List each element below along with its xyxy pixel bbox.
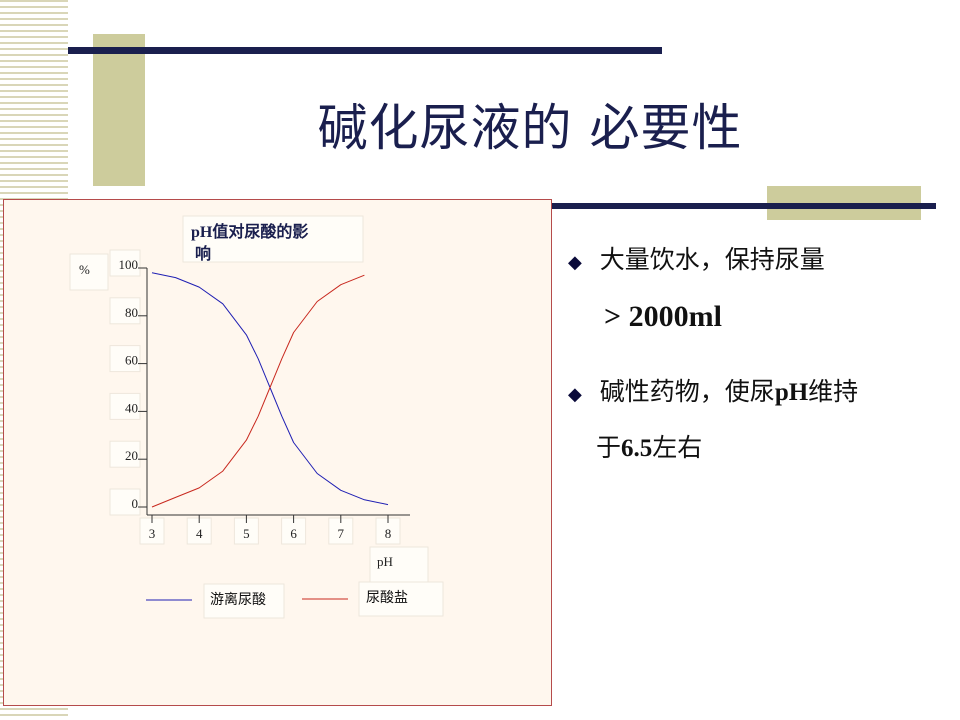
legend-box-urate xyxy=(358,581,444,617)
x-axis-label: pH xyxy=(377,554,393,569)
slide-title: 碱化尿液的 必要性 xyxy=(317,99,743,157)
bullet-2-line2-c: 左右 xyxy=(652,433,703,462)
x-tick-label: 4 xyxy=(196,526,203,541)
chart-panel: pH值对尿酸的影 响 % 0 20 40 60 80 100 3 4 5 6 7 8 pH 游离尿酸… xyxy=(3,199,552,706)
y-tick-label: 20 xyxy=(125,448,138,463)
diamond-bullet-icon: ◆ xyxy=(568,252,582,273)
y-tick-box xyxy=(109,440,141,468)
series-layer xyxy=(151,272,389,508)
chart-title-box xyxy=(182,215,364,263)
x-tick-label: 6 xyxy=(290,526,297,541)
legend: 游离尿酸 尿酸盐 xyxy=(146,581,444,619)
olive-block-top xyxy=(93,34,145,186)
y-axis-label: % xyxy=(79,262,90,277)
y-tick-box xyxy=(109,297,141,325)
bullet-1-line-1: ◆ 大量饮水，保持尿量 xyxy=(568,240,825,276)
diamond-bullet-icon: ◆ xyxy=(568,384,582,405)
y-tick-box xyxy=(109,392,141,420)
bullet-2-line-1: ◆ 碱性药物，使尿pH维持 xyxy=(568,372,858,408)
y-tick-label: 40 xyxy=(125,400,138,415)
x-tick-label: 3 xyxy=(149,526,156,541)
y-tick-label: 100 xyxy=(119,257,139,272)
ph-uric-acid-chart: pH值对尿酸的影 响 % 0 20 40 60 80 100 3 4 5 6 7 8 pH 游离尿酸… xyxy=(69,215,444,619)
y-tick-label: 0 xyxy=(132,496,139,511)
bullet-2-line-2: 于6.5左右 xyxy=(596,428,702,464)
x-label-box xyxy=(369,546,429,584)
x-tick-box xyxy=(281,517,307,545)
y-tick-label: 80 xyxy=(125,305,138,320)
bullet-2-text-ph: pH xyxy=(774,379,809,406)
navy-rule-top xyxy=(68,47,662,54)
x-tick-label: 7 xyxy=(338,526,345,541)
legend-label-urate: 尿酸盐 xyxy=(366,590,408,606)
navy-rule-right xyxy=(552,203,936,209)
legend-box-free-uric-acid xyxy=(203,583,285,619)
y-tick-box xyxy=(109,345,141,373)
legend-label-free-uric-acid: 游离尿酸 xyxy=(210,591,266,608)
bullet-2-line2-value: 6.5 xyxy=(621,435,653,462)
chart-title-line2: 响 xyxy=(195,244,211,263)
x-tick-label: 5 xyxy=(243,526,250,541)
bullet-2-line2-a: 于 xyxy=(596,433,622,462)
bullet-2-text-c: 维持 xyxy=(808,377,859,406)
y-unit-box xyxy=(69,253,109,291)
x-ticks: 3 4 5 6 7 8 xyxy=(139,515,401,545)
y-ticks: 0 20 40 60 80 100 xyxy=(109,249,147,516)
bullet-1-text: 大量饮水，保持尿量 xyxy=(599,245,825,274)
y-tick-label: 60 xyxy=(125,353,138,368)
y-tick-box xyxy=(109,249,141,277)
x-tick-box xyxy=(186,517,212,545)
series-line-1 xyxy=(151,274,365,508)
bullet-2-text-a: 碱性药物，使尿 xyxy=(599,377,775,406)
chart-title-line1: pH值对尿酸的影 xyxy=(191,222,308,241)
bullet-1-line-2: > 2000ml xyxy=(604,300,722,333)
y-tick-box xyxy=(109,488,141,516)
x-tick-label: 8 xyxy=(385,526,392,541)
